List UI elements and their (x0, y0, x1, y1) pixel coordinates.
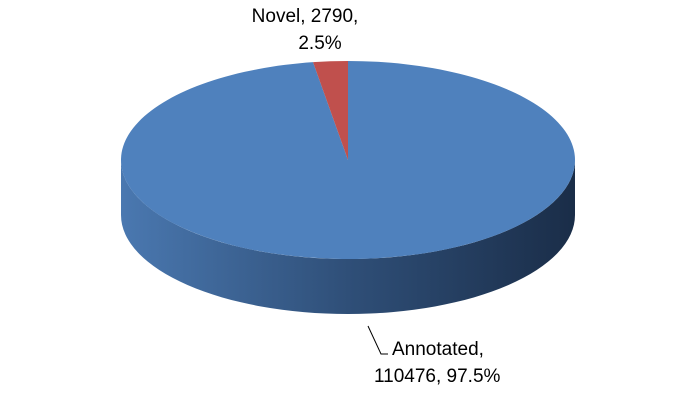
leader-lines (367, 325, 388, 355)
pie-top-face (120, 61, 575, 259)
leader-line-annotated (367, 325, 388, 355)
data-label-novel-line1: Novel, 2790, (252, 6, 359, 27)
data-label-annotated-line2: 110476, 97.5% (374, 366, 501, 387)
pie-slice-novel (313, 61, 348, 160)
pie-side-wall (121, 160, 575, 314)
data-label-novel-line2: 2.5% (298, 33, 341, 54)
pie-slice-annotated (120, 61, 575, 259)
data-label-annotated-line1: Annotated, (392, 339, 484, 360)
pie-side-annotated (121, 160, 575, 314)
